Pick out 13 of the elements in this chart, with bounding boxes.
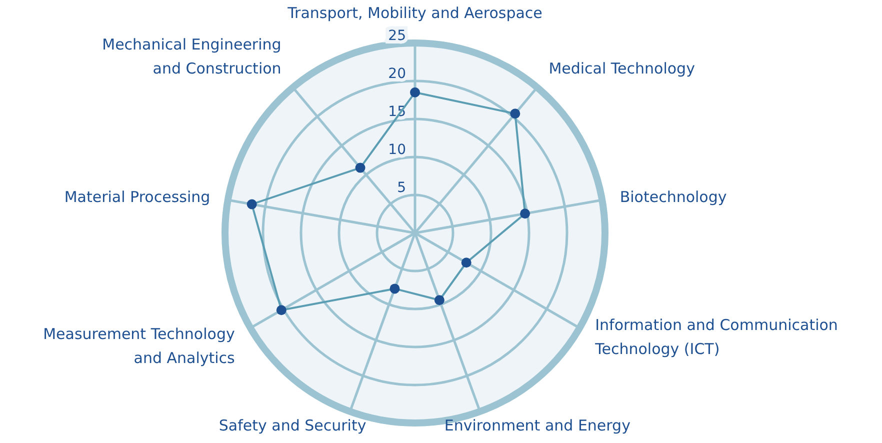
spoke-label: Mechanical Engineering and Construction	[102, 36, 282, 78]
spoke-label: Measurement Technology and Analytics	[43, 325, 236, 367]
spoke-label: Environment and Energy	[444, 416, 631, 434]
spoke-label: Safety and Security	[218, 416, 366, 434]
y-tick-label: 20	[388, 66, 406, 82]
spoke-label: Transport, Mobility and Aerospace	[286, 4, 542, 22]
spoke-label: Biotechnology	[620, 188, 727, 206]
spoke-label: Medical Technology	[548, 60, 696, 78]
spoke-label: Material Processing	[64, 188, 210, 206]
y-tick-label: 5	[397, 180, 406, 196]
spoke-label: Information and Communication Technology (ICT)	[594, 316, 838, 358]
y-tick-label: 25	[388, 28, 406, 44]
y-tick-label: 10	[388, 142, 406, 158]
